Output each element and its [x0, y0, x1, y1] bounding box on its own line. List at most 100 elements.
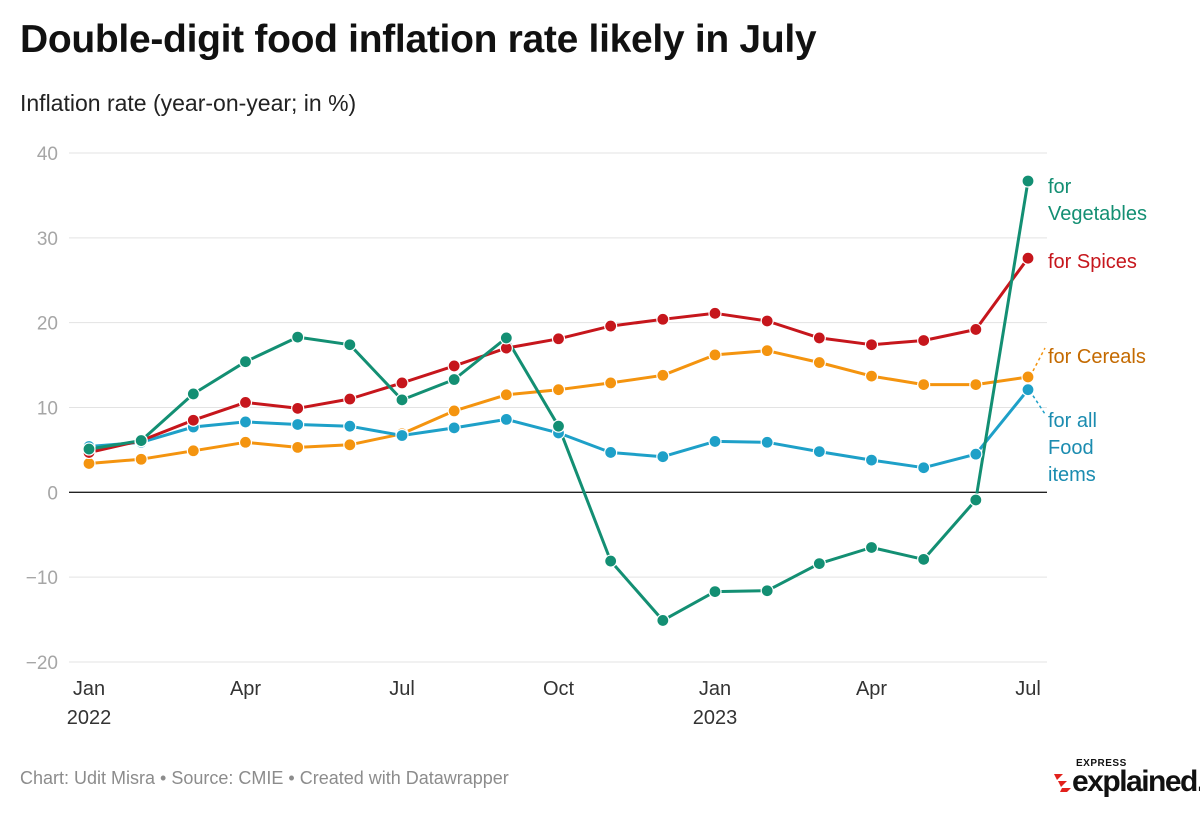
x-tick-sublabel: 2022 — [67, 707, 112, 729]
y-tick-label: 0 — [47, 483, 58, 504]
data-point-cereals — [447, 404, 461, 418]
data-point-cereals — [917, 377, 931, 392]
data-point-spices — [447, 359, 461, 373]
data-point-cereals — [969, 377, 983, 392]
data-point-cereals — [1021, 370, 1035, 384]
data-point-vegetables — [499, 331, 513, 345]
data-point-vegetables — [864, 540, 879, 555]
x-tick-label: Jan — [73, 678, 105, 700]
footer-credit: Chart: Udit Misra — [20, 768, 156, 788]
data-point-food — [395, 428, 409, 443]
data-point-vegetables — [551, 419, 566, 433]
data-point-food — [812, 445, 826, 459]
data-point-cereals — [604, 376, 618, 390]
data-point-spices — [395, 376, 409, 390]
data-point-food — [969, 447, 983, 461]
x-tick-label: Apr — [230, 678, 261, 700]
data-point-food — [291, 417, 305, 432]
series-labels: for Cereals for all Food items for Spices for… — [1032, 176, 1147, 486]
data-point-food — [604, 445, 618, 460]
data-point-vegetables — [447, 372, 461, 387]
data-point-cereals — [864, 369, 879, 383]
y-tick-label: 40 — [37, 144, 58, 165]
leader-line-food — [1032, 395, 1046, 415]
x-tick-label: Jul — [389, 678, 415, 700]
data-point-vegetables — [186, 387, 200, 401]
data-point-vegetables — [604, 554, 618, 568]
data-point-spices — [343, 392, 357, 406]
data-point-cereals — [551, 383, 566, 397]
footer-source: Source: CMIE — [171, 768, 284, 788]
data-point-cereals — [343, 438, 357, 452]
logo-top-text: EXPRESS — [1076, 758, 1127, 769]
data-point-food — [238, 415, 253, 429]
logo-mark-icon — [1054, 774, 1071, 792]
data-point-vegetables — [343, 338, 357, 352]
x-tick-label: Apr — [856, 678, 887, 700]
series-label-vegetables: for — [1048, 176, 1072, 198]
data-point-cereals — [291, 440, 305, 454]
express-explained-logo: EXPRESS explained. — [1052, 758, 1200, 798]
footer-tool: Created with Datawrapper — [299, 768, 509, 788]
data-point-vegetables — [760, 584, 774, 598]
series-label-spices: for Spices — [1048, 251, 1137, 273]
series-label-food: items — [1048, 464, 1096, 486]
data-point-spices — [864, 338, 879, 352]
y-axis-tick-labels: 40 30 20 10 0 −10 −20 — [26, 144, 58, 674]
y-tick-label: −20 — [26, 653, 58, 674]
data-point-vegetables — [708, 584, 722, 599]
data-point-spices — [551, 332, 566, 346]
data-point-cereals — [760, 344, 774, 358]
data-point-food — [343, 419, 357, 433]
data-point-spices — [186, 413, 200, 427]
footer-separator: • — [155, 768, 172, 788]
data-point-spices — [969, 322, 983, 337]
data-point-food — [1021, 383, 1035, 397]
data-point-food — [760, 435, 774, 449]
data-point-cereals — [186, 444, 200, 458]
gridlines — [69, 152, 1047, 663]
data-point-spices — [760, 314, 774, 328]
data-point-spices — [656, 312, 670, 326]
data-point-food — [864, 453, 879, 467]
y-tick-label: −10 — [26, 568, 58, 589]
data-point-spices — [1021, 251, 1035, 265]
data-point-cereals — [656, 368, 670, 382]
data-point-cereals — [499, 388, 513, 402]
data-point-vegetables — [656, 613, 670, 628]
series-label-food: Food — [1048, 437, 1094, 459]
data-point-vegetables — [134, 433, 148, 448]
chart-title: Double-digit food inflation rate likely … — [20, 18, 817, 61]
x-tick-label: Jan — [699, 678, 731, 700]
data-point-vegetables — [291, 330, 305, 344]
data-point-spices — [291, 401, 305, 415]
y-tick-label: 30 — [37, 229, 58, 250]
series-lines — [87, 179, 1030, 622]
x-tick-label: Oct — [543, 678, 575, 700]
data-point-vegetables — [1021, 174, 1035, 188]
x-axis-tick-labels: Jan 2022 Apr Jul Oct Jan 2023 Apr Jul — [67, 678, 1041, 729]
x-tick-sublabel: 2023 — [693, 707, 738, 729]
data-point-cereals — [708, 348, 722, 362]
data-point-spices — [917, 333, 931, 348]
x-tick-label: Jul — [1015, 678, 1041, 700]
data-point-spices — [708, 306, 722, 320]
data-point-food — [917, 461, 931, 475]
data-point-cereals — [812, 355, 826, 370]
data-point-spices — [812, 331, 826, 345]
data-point-spices — [238, 395, 253, 410]
data-point-vegetables — [395, 393, 409, 407]
data-point-cereals — [134, 452, 148, 466]
series-label-food: for all — [1048, 410, 1097, 432]
data-point-cereals — [82, 456, 96, 471]
data-point-food — [708, 434, 722, 449]
y-tick-label: 10 — [37, 399, 58, 420]
data-point-spices — [604, 319, 618, 333]
data-point-vegetables — [238, 355, 253, 369]
data-point-vegetables — [82, 442, 96, 456]
data-point-cereals — [238, 435, 253, 449]
y-tick-label: 20 — [37, 314, 58, 335]
footer-separator: • — [283, 768, 300, 788]
chart-subtitle: Inflation rate (year-on-year; in %) — [20, 90, 357, 116]
